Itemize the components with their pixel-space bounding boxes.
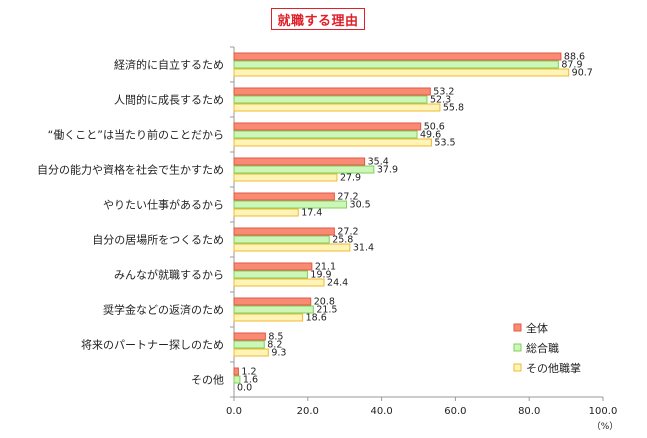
bar-その他職掌 <box>233 208 299 217</box>
category-label: 経済的に自立するため <box>114 58 224 72</box>
data-label: 30.5 <box>350 200 371 211</box>
bar-総合職 <box>233 305 314 314</box>
bar-総合職 <box>233 235 330 244</box>
category-label: やりたい仕事があるから <box>103 198 224 212</box>
data-label: 27.2 <box>337 227 358 238</box>
legend-label: 総合職 <box>526 341 559 355</box>
data-label: 9.3 <box>271 348 286 359</box>
data-label: 88.6 <box>564 52 585 63</box>
data-label: 27.2 <box>337 192 358 203</box>
bar-全体 <box>233 332 266 341</box>
bar-全体 <box>233 367 239 376</box>
data-label: 0.0 <box>237 383 252 394</box>
data-label: 8.2 <box>267 340 282 351</box>
x-tick-label: 0.0 <box>226 406 242 417</box>
bar-その他職掌 <box>233 103 441 112</box>
category-label: 自分の能力や資格を社会で生かすため <box>37 163 224 177</box>
bar-全体 <box>233 227 335 236</box>
legend-label: 全体 <box>526 321 548 335</box>
bar-総合職 <box>233 60 559 69</box>
data-label: 20.8 <box>314 297 335 308</box>
data-label: 25.8 <box>332 235 353 246</box>
bar-その他職掌 <box>233 243 351 252</box>
category-label: 将来のパートナー探しのため <box>81 339 224 352</box>
bar-全体 <box>233 262 313 271</box>
bar-総合職 <box>233 165 375 174</box>
x-tick-label: 100.0 <box>589 406 618 417</box>
bar-全体 <box>233 297 312 306</box>
legend-swatch <box>513 343 522 352</box>
bar-総合職 <box>233 130 418 139</box>
bar-総合職 <box>233 270 308 279</box>
category-label: 奨学金などの返済のため <box>103 303 224 317</box>
category-label: その他 <box>191 374 224 387</box>
data-label: 21.5 <box>316 305 337 316</box>
data-label: 53.2 <box>433 87 454 98</box>
bar-その他職掌 <box>233 348 269 357</box>
data-label: 19.9 <box>310 270 331 281</box>
bar-その他職掌 <box>233 138 432 147</box>
legend-label: その他職掌 <box>526 361 581 375</box>
bar-その他職掌 <box>233 313 304 322</box>
bar-総合職 <box>233 375 241 384</box>
category-label: 自分の居場所をつくるため <box>92 234 224 247</box>
bar-全体 <box>233 52 562 61</box>
data-label: 55.8 <box>443 103 464 114</box>
category-label: “働くこと”は当たり前のことだから <box>48 128 224 142</box>
x-tick-label: 40.0 <box>370 406 392 417</box>
bar-総合職 <box>233 95 428 104</box>
data-label: 52.3 <box>430 95 451 106</box>
chart-title: 就職する理由 <box>271 8 365 30</box>
data-label: 53.5 <box>434 138 455 149</box>
data-label: 8.5 <box>268 332 283 343</box>
category-label: みんなが就職するから <box>114 268 224 282</box>
data-label: 37.9 <box>377 165 398 176</box>
bar-総合職 <box>233 340 265 349</box>
bar-全体 <box>233 157 366 166</box>
bar-その他職掌 <box>233 68 570 77</box>
bar-総合職 <box>233 200 348 209</box>
bar-全体 <box>233 87 431 96</box>
data-label: 17.4 <box>301 208 322 219</box>
data-label: 35.4 <box>368 157 389 168</box>
data-label: 50.6 <box>424 122 445 133</box>
data-label: 18.6 <box>306 313 327 324</box>
x-tick-label: 60.0 <box>444 406 466 417</box>
x-unit-label: （%） <box>592 421 619 432</box>
data-label: 31.4 <box>353 243 374 254</box>
data-label: 24.4 <box>327 278 348 289</box>
x-tick-label: 20.0 <box>297 406 319 417</box>
data-label: 49.6 <box>420 130 441 141</box>
legend-swatch <box>513 363 522 372</box>
category-label: 人間的に成長するため <box>114 93 224 107</box>
data-label: 90.7 <box>572 68 593 79</box>
bar-その他職掌 <box>233 173 338 182</box>
data-label: 21.1 <box>315 262 336 273</box>
bar-その他職掌 <box>233 278 325 287</box>
data-label: 1.6 <box>243 375 258 386</box>
bar-全体 <box>233 192 335 201</box>
data-label: 87.9 <box>561 60 582 71</box>
data-label: 27.9 <box>340 173 361 184</box>
x-tick-label: 80.0 <box>518 406 540 417</box>
legend-swatch <box>513 323 522 332</box>
bar-全体 <box>233 122 422 131</box>
data-label: 1.2 <box>241 367 256 378</box>
